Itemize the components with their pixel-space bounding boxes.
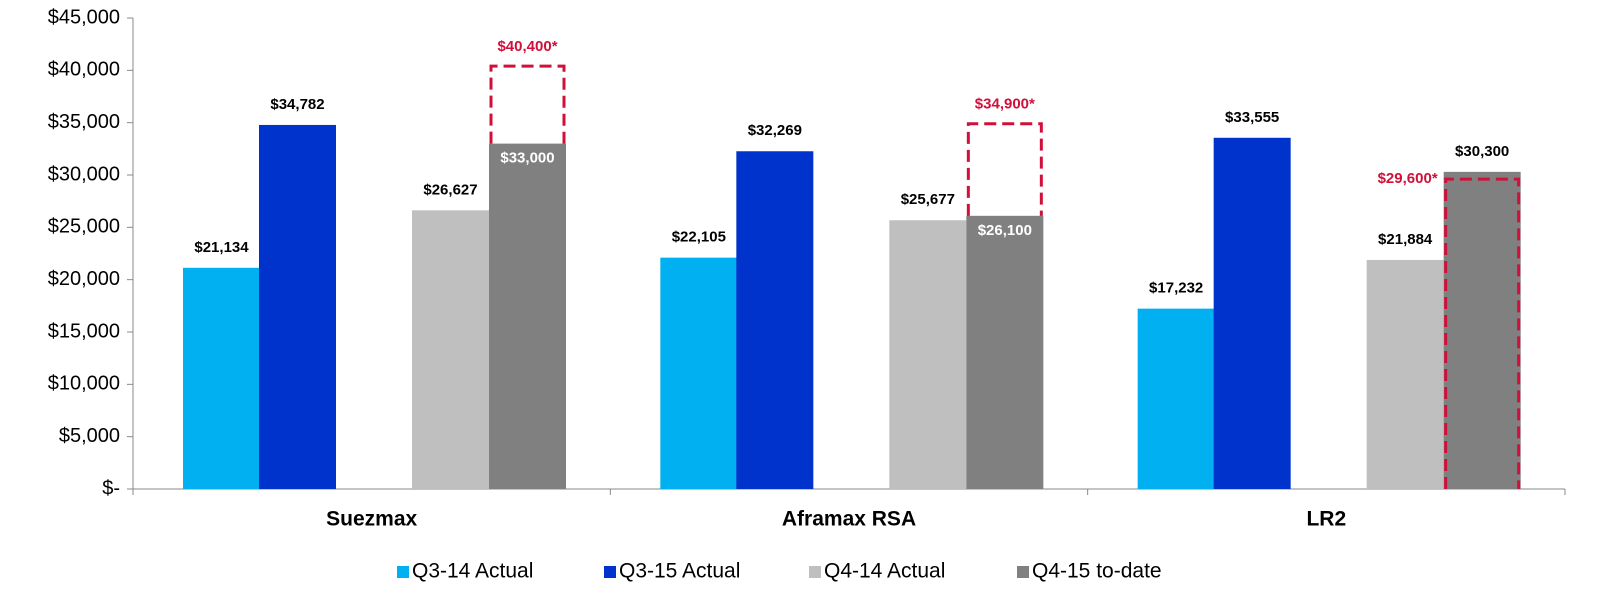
estimate-box bbox=[489, 64, 566, 144]
legend-label: Q3-14 Actual bbox=[412, 560, 533, 583]
x-tick-label: Suezmax bbox=[326, 508, 417, 531]
value-label: $22,105 bbox=[672, 229, 726, 246]
value-label: $21,134 bbox=[194, 239, 249, 256]
value-label: $30,300 bbox=[1455, 143, 1509, 160]
x-tick-label: Aframax RSA bbox=[782, 508, 916, 531]
y-tick-label: $- bbox=[102, 477, 120, 499]
y-tick-label: $35,000 bbox=[48, 111, 120, 133]
value-label: $17,232 bbox=[1149, 280, 1203, 297]
value-label: $21,884 bbox=[1378, 231, 1433, 248]
bar bbox=[1366, 259, 1444, 489]
bar bbox=[889, 220, 967, 489]
bar bbox=[489, 143, 566, 489]
y-tick-label: $10,000 bbox=[48, 373, 120, 395]
legend-swatch bbox=[809, 566, 821, 578]
y-tick-label: $45,000 bbox=[48, 6, 120, 28]
value-label: $25,677 bbox=[901, 191, 955, 208]
value-label: $33,555 bbox=[1225, 109, 1279, 126]
estimate-box bbox=[1444, 177, 1521, 489]
bar bbox=[966, 215, 1044, 489]
bar bbox=[736, 151, 814, 489]
value-label: $32,269 bbox=[748, 122, 802, 139]
bar bbox=[660, 257, 738, 489]
estimate-box bbox=[966, 122, 1043, 216]
y-tick-label: $20,000 bbox=[48, 268, 120, 290]
legend-label: Q4-15 to-date bbox=[1032, 560, 1162, 583]
legend-swatch bbox=[397, 566, 409, 578]
value-label: $34,782 bbox=[270, 96, 324, 113]
y-tick-label: $5,000 bbox=[59, 425, 120, 447]
y-tick-label: $25,000 bbox=[48, 216, 120, 238]
estimate-label: $29,600* bbox=[1378, 170, 1438, 187]
y-tick-label: $15,000 bbox=[48, 320, 120, 342]
value-label: $33,000 bbox=[500, 150, 554, 167]
bar bbox=[1137, 308, 1215, 489]
bar bbox=[183, 267, 260, 489]
bar bbox=[1213, 137, 1291, 489]
legend-swatch bbox=[1017, 566, 1029, 578]
legend-swatch bbox=[604, 566, 616, 578]
y-tick-label: $40,000 bbox=[48, 59, 120, 81]
value-label: $26,100 bbox=[978, 222, 1032, 239]
x-tick-label: LR2 bbox=[1306, 508, 1346, 531]
value-label: $26,627 bbox=[423, 181, 477, 198]
estimate-label: $34,900* bbox=[975, 96, 1035, 113]
bar bbox=[1443, 171, 1521, 490]
bar bbox=[259, 124, 336, 490]
estimate-label: $40,400* bbox=[497, 38, 557, 55]
bar bbox=[412, 210, 489, 489]
legend-label: Q3-15 Actual bbox=[619, 560, 740, 583]
legend-label: Q4-14 Actual bbox=[824, 560, 945, 583]
y-tick-label: $30,000 bbox=[48, 163, 120, 185]
